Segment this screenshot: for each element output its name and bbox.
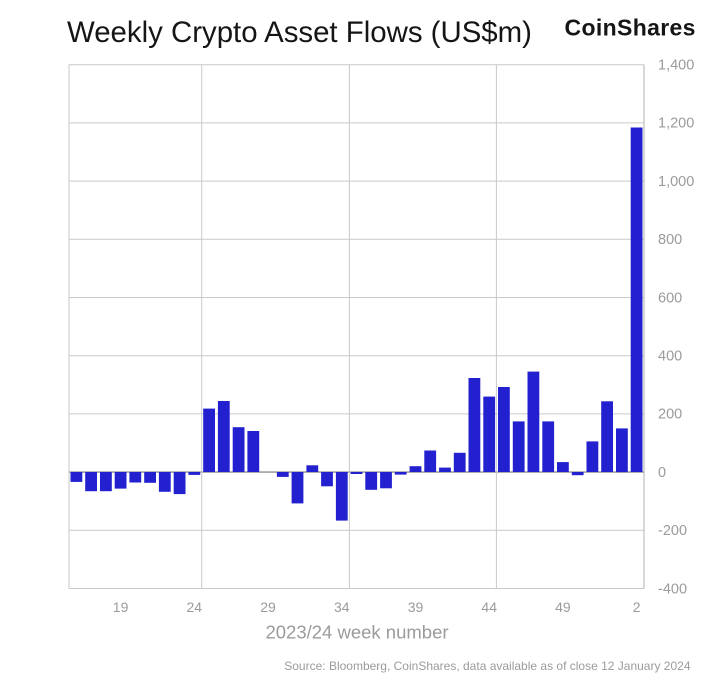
svg-text:29: 29 [260,599,276,615]
svg-text:-400: -400 [658,581,687,597]
svg-text:1,200: 1,200 [658,116,694,132]
svg-text:39: 39 [408,599,424,615]
svg-text:600: 600 [658,290,682,306]
svg-text:24: 24 [187,599,203,615]
svg-text:49: 49 [555,599,571,615]
svg-text:19: 19 [113,599,129,615]
svg-text:2023/24 week number: 2023/24 week number [265,622,448,643]
svg-text:CoinShares: CoinShares [565,15,696,41]
svg-text:800: 800 [658,232,682,248]
svg-text:44: 44 [481,599,497,615]
svg-text:1,400: 1,400 [658,58,694,74]
svg-text:34: 34 [334,599,350,615]
svg-text:Weekly Crypto Asset Flows (US$: Weekly Crypto Asset Flows (US$m) [67,16,532,49]
svg-text:-200: -200 [658,523,687,539]
svg-text:1,000: 1,000 [658,174,694,190]
svg-text:400: 400 [658,349,682,365]
svg-text:0: 0 [658,465,666,481]
svg-text:Source: Bloomberg, CoinShares,: Source: Bloomberg, CoinShares, data avai… [284,659,691,673]
svg-text:2: 2 [633,599,641,615]
svg-text:200: 200 [658,407,682,423]
